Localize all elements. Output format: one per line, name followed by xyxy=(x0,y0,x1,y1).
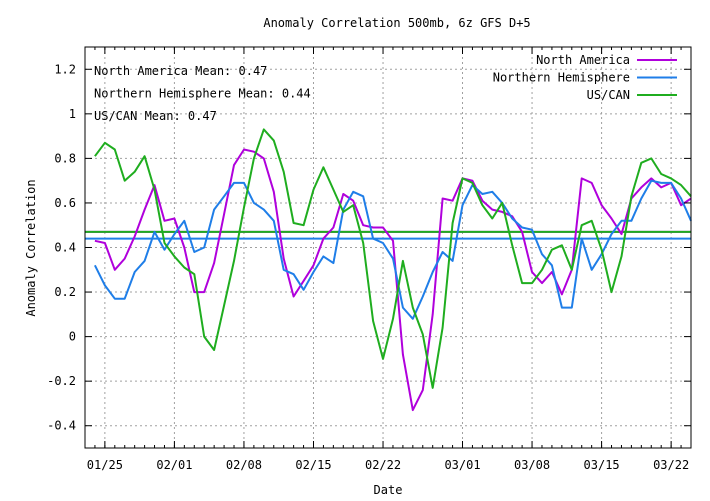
x-tick-label: 02/01 xyxy=(156,458,192,472)
grid-layer xyxy=(85,47,691,448)
legend-label-2: US/CAN xyxy=(587,88,630,102)
x-tick-label: 02/22 xyxy=(365,458,401,472)
series-line-2 xyxy=(94,128,692,389)
x-tick-label: 03/22 xyxy=(653,458,689,472)
y-tick-label: 0.6 xyxy=(54,196,76,210)
x-tick-label: 02/15 xyxy=(295,458,331,472)
y-tick-label: 0 xyxy=(69,330,76,344)
legend-label-1: Northern Hemisphere xyxy=(493,71,630,85)
x-tick-label: 02/08 xyxy=(226,458,262,472)
x-tick-label: 03/15 xyxy=(584,458,620,472)
x-tick-label: 03/08 xyxy=(514,458,550,472)
y-tick-label: 1 xyxy=(69,107,76,121)
x-tick-label: 01/25 xyxy=(87,458,123,472)
y-tick-label: 1.2 xyxy=(54,62,76,76)
y-tick-label: 0.8 xyxy=(54,151,76,165)
y-axis-label: Anomaly Correlation xyxy=(24,179,38,316)
y-tick-label: 0.4 xyxy=(54,241,76,255)
chart-title: Anomaly Correlation 500mb, 6z GFS D+5 xyxy=(263,16,530,30)
series-line-1 xyxy=(94,179,692,320)
mean-annotation-0: North America Mean: 0.47 xyxy=(94,64,267,78)
series-lines xyxy=(94,128,692,412)
legend: North America Northern Hemisphere US/CAN xyxy=(493,53,677,102)
series-line-0 xyxy=(94,148,692,412)
mean-annotations: North America Mean: 0.47 Northern Hemisph… xyxy=(94,64,311,123)
y-tick-label: -0.4 xyxy=(47,419,76,433)
x-tick-label: 03/01 xyxy=(444,458,480,472)
x-axis-label: Date xyxy=(374,483,403,497)
mean-lines xyxy=(85,230,691,240)
axis-ticks: -0.4 -0.2 0 0.2 0.4 0.6 0.8 1 1.2 01/25 02/01 02/08… xyxy=(47,47,692,472)
legend-label-0: North America xyxy=(536,53,630,67)
y-tick-label: 0.2 xyxy=(54,285,76,299)
mean-annotation-1: Northern Hemisphere Mean: 0.44 xyxy=(94,87,311,101)
y-tick-label: -0.2 xyxy=(47,374,76,388)
mean-annotation-2: US/CAN Mean: 0.47 xyxy=(94,109,217,123)
